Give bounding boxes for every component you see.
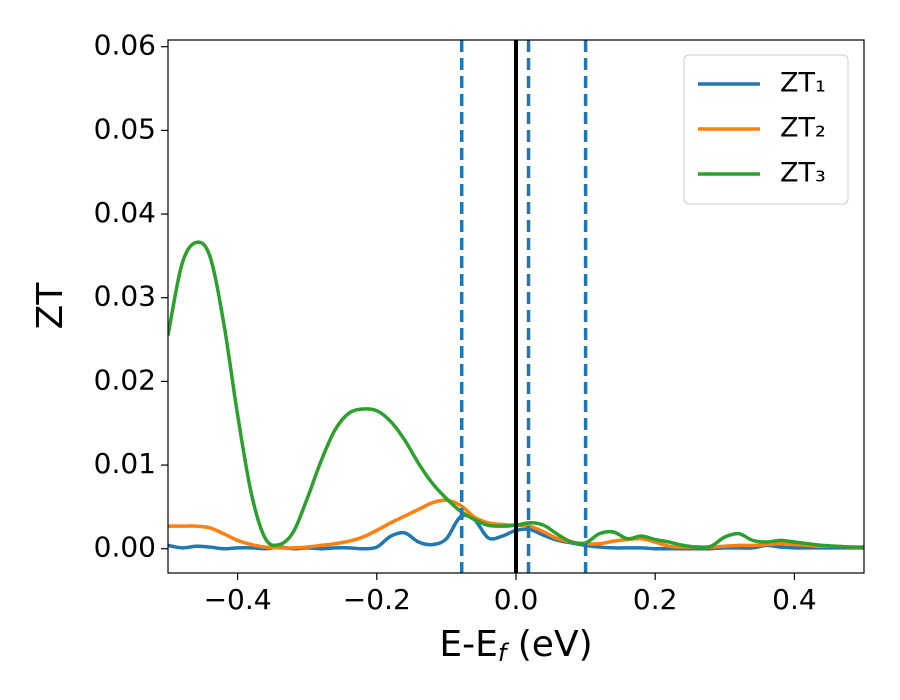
y-tick-label: 0.02 <box>94 363 156 396</box>
y-tick-label: 0.05 <box>94 112 156 145</box>
y-axis-label: ZT <box>30 282 71 330</box>
x-tick-label: −0.4 <box>204 583 272 616</box>
x-axis-label: E-Ef (eV) <box>439 624 592 667</box>
x-tick-label: 0.4 <box>772 583 817 616</box>
y-tick-label: 0.01 <box>94 447 156 480</box>
x-tick-label: 0.0 <box>494 583 539 616</box>
y-tick-label: 0.03 <box>94 280 156 313</box>
y-tick-label: 0.00 <box>94 531 156 564</box>
legend-label: ZT₂ <box>780 113 826 144</box>
y-tick-label: 0.06 <box>94 29 156 62</box>
x-tick-label: −0.2 <box>343 583 411 616</box>
legend-box <box>683 54 849 205</box>
series-line <box>168 240 864 550</box>
x-tick-label: 0.2 <box>633 583 678 616</box>
legend-label: ZT₃ <box>780 158 826 189</box>
y-tick-label: 0.04 <box>94 196 156 229</box>
legend-label: ZT₁ <box>780 68 826 99</box>
plot-frame <box>167 39 865 574</box>
